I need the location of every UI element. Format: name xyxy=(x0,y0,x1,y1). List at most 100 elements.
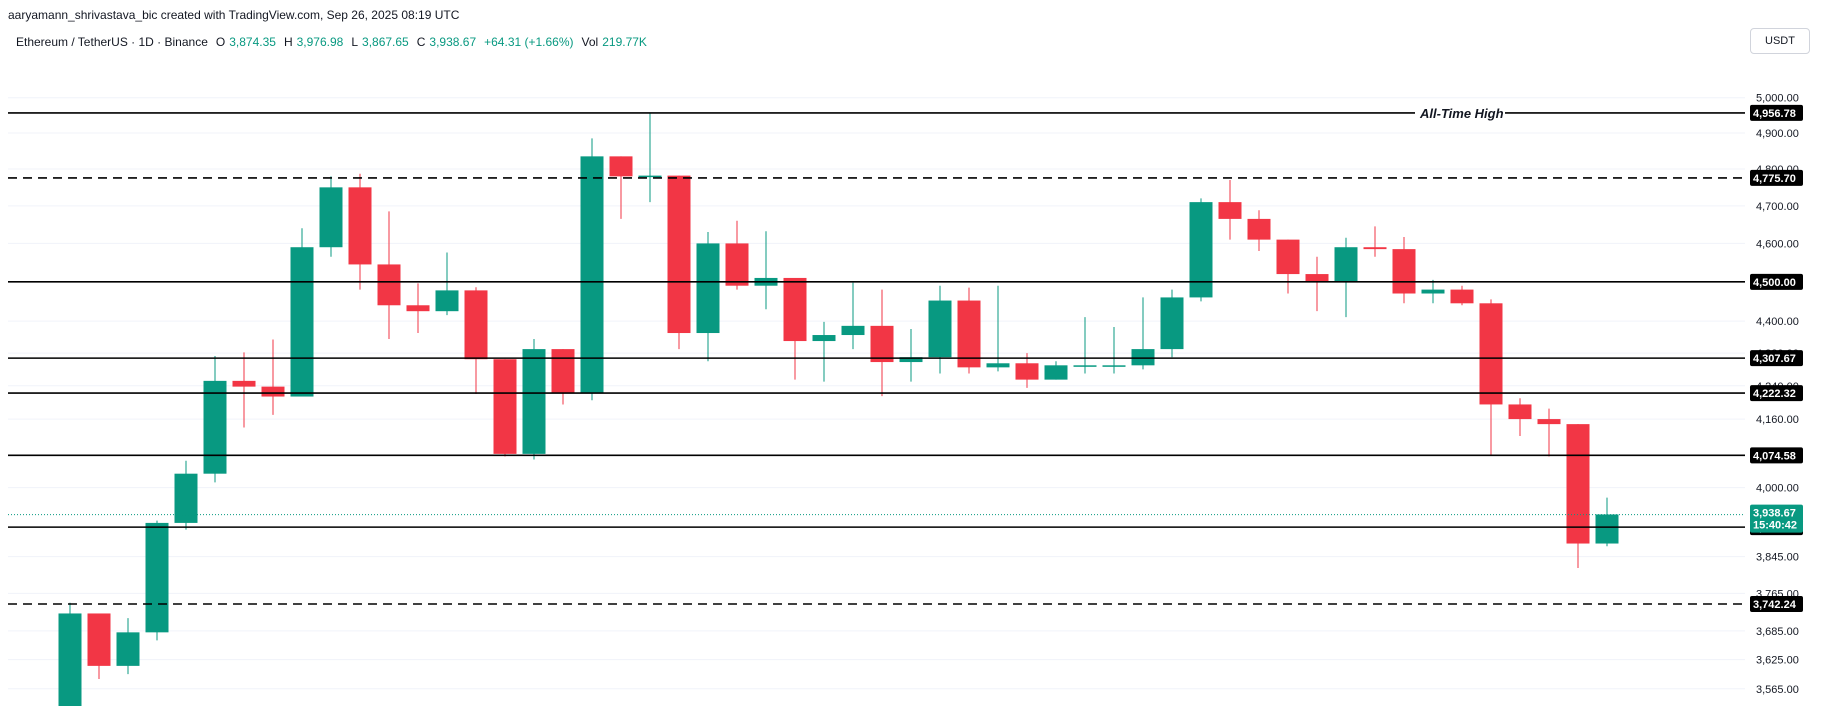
candle-body xyxy=(638,175,662,178)
candle-body xyxy=(1073,365,1097,367)
candle xyxy=(783,277,807,380)
candle xyxy=(1595,497,1619,547)
candle-body xyxy=(1334,247,1358,282)
symbol-legend: Ethereum / TetherUS · 1D · Binance O 3,87… xyxy=(16,35,651,49)
candle xyxy=(1189,198,1213,302)
candle xyxy=(928,285,952,374)
price-level-label: 4,500.00 xyxy=(1753,277,1796,289)
candle-body xyxy=(522,349,546,454)
price-level-label: 4,775.70 xyxy=(1753,173,1796,185)
candle xyxy=(522,339,546,460)
candle-body xyxy=(290,247,314,397)
candle-body xyxy=(319,187,343,248)
open-key: O xyxy=(215,35,226,49)
candle xyxy=(1247,210,1271,252)
candle-body xyxy=(1131,349,1155,366)
price-tick-label: 3,625.00 xyxy=(1756,655,1799,667)
candle-body xyxy=(725,243,749,286)
candle-body xyxy=(1189,202,1213,298)
candle-body xyxy=(1508,404,1532,420)
candle xyxy=(1450,285,1474,306)
candle xyxy=(1421,279,1445,304)
change-value: +64.31 (+1.66%) xyxy=(484,35,574,49)
price-tick-label: 3,685.00 xyxy=(1756,626,1799,638)
candle xyxy=(290,228,314,397)
candle xyxy=(1392,236,1416,304)
price-axis[interactable]: 5,000.004,900.004,800.004,700.004,600.00… xyxy=(1750,93,1803,696)
candle xyxy=(957,287,981,374)
price-tick-label: 4,600.00 xyxy=(1756,238,1799,250)
candle xyxy=(464,287,488,395)
price-level-label: 3,742.24 xyxy=(1753,599,1797,611)
symbol-name[interactable]: Ethereum / TetherUS · 1D · Binance xyxy=(16,35,208,49)
candle-body xyxy=(232,380,256,387)
candle xyxy=(1537,408,1561,457)
candle-body xyxy=(145,522,169,633)
candle xyxy=(377,211,401,340)
candle-body xyxy=(580,156,604,394)
price-tick-label: 3,565.00 xyxy=(1756,684,1799,696)
candle xyxy=(725,220,749,290)
candle-body xyxy=(464,290,488,360)
candle-body xyxy=(406,305,430,312)
candle xyxy=(1276,239,1300,294)
price-level-label-box xyxy=(1750,169,1803,186)
price-level-label: 4,307.67 xyxy=(1753,353,1796,365)
candle-body xyxy=(116,632,140,666)
close-key: C xyxy=(416,35,426,49)
candle xyxy=(870,289,894,397)
candle-body xyxy=(870,325,894,363)
candle-body xyxy=(174,473,198,523)
price-level-label-box xyxy=(1750,385,1803,402)
candle xyxy=(812,321,836,382)
candle xyxy=(1160,289,1184,358)
candle xyxy=(841,282,865,350)
candle xyxy=(145,520,169,641)
price-tick-label: 4,000.00 xyxy=(1756,483,1799,495)
annotation-bg xyxy=(1415,103,1505,122)
price-level-label-box xyxy=(1750,350,1803,367)
candle-body xyxy=(1247,218,1271,240)
candle xyxy=(261,339,285,415)
candle xyxy=(1334,237,1358,318)
candle xyxy=(493,359,517,457)
candle-body xyxy=(435,290,459,312)
price-level-label: 4,956.78 xyxy=(1753,108,1796,120)
volume-key: Vol xyxy=(581,35,599,49)
candle xyxy=(87,613,111,679)
close-value: 3,938.67 xyxy=(429,35,477,49)
candle xyxy=(667,175,691,350)
price-tick-label: 5,000.00 xyxy=(1756,93,1799,105)
price-level-label-box xyxy=(1750,447,1803,464)
candle xyxy=(1508,398,1532,436)
candle xyxy=(696,232,720,362)
candle xyxy=(435,252,459,316)
candle-body xyxy=(696,243,720,334)
price-tick-label: 4,160.00 xyxy=(1756,414,1799,426)
candle-body xyxy=(1160,297,1184,350)
candle xyxy=(1218,180,1242,240)
candle-body xyxy=(957,300,981,368)
candle-body xyxy=(1102,365,1126,367)
candle xyxy=(174,460,198,530)
price-tick-label: 3,845.00 xyxy=(1756,552,1799,564)
candle-body xyxy=(1392,249,1416,294)
candle-body xyxy=(667,175,691,334)
candle xyxy=(1305,256,1329,312)
candle-body xyxy=(812,335,836,342)
currency-button[interactable]: USDT xyxy=(1750,28,1810,54)
low-value: 3,867.65 xyxy=(362,35,409,49)
price-tick-label: 4,400.00 xyxy=(1756,316,1799,328)
candle xyxy=(638,113,662,203)
candle xyxy=(609,156,633,219)
candle xyxy=(232,352,256,428)
candle-body xyxy=(1421,289,1445,294)
candle-body xyxy=(609,156,633,177)
candle-body xyxy=(493,359,517,454)
candle-body xyxy=(348,187,372,265)
levels-layer: All-Time High xyxy=(8,103,1745,605)
bar-countdown-label: 15:40:42 xyxy=(1753,520,1797,532)
candle-body xyxy=(1537,419,1561,425)
candle-body xyxy=(551,349,575,394)
